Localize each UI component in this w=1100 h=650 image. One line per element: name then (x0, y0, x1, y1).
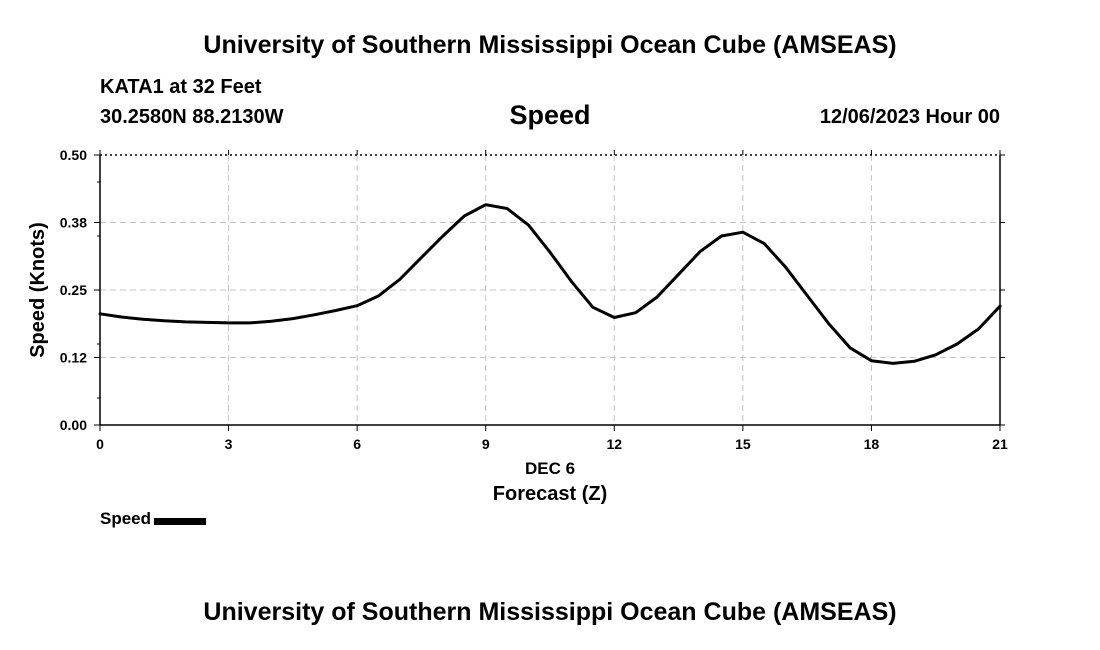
legend: Speed (100, 509, 207, 529)
x-axis-date-label: DEC 6 (525, 459, 575, 478)
x-tick-label: 21 (992, 436, 1008, 452)
x-tick-label: 6 (353, 436, 361, 452)
series-line-speed (98, 203, 1002, 365)
x-tick-label: 9 (482, 436, 490, 452)
chart-title: Speed (509, 100, 591, 130)
x-tick-label: 3 (225, 436, 233, 452)
x-axis-label: Forecast (Z) (493, 483, 607, 505)
x-tick-label: 18 (864, 436, 880, 452)
y-tick-label: 0.00 (60, 417, 87, 433)
series (98, 203, 1002, 365)
station-label: KATA1 at 32 Feet (100, 76, 262, 98)
x-tick-label: 0 (96, 436, 104, 452)
y-tick-label: 0.38 (60, 215, 87, 231)
footer-title: University of Southern Mississippi Ocean… (203, 598, 897, 626)
x-tick-label: 12 (606, 436, 622, 452)
x-tick-label: 15 (735, 436, 751, 452)
y-tick-label: 0.50 (60, 147, 87, 163)
forecast-datetime: 12/06/2023 Hour 00 (819, 106, 1000, 128)
y-axis-label: Speed (Knots) (27, 222, 49, 358)
legend-label: Speed (100, 509, 152, 528)
y-tick-label: 0.12 (60, 350, 87, 366)
legend-swatch (154, 517, 207, 525)
axes: 0 3 6 9 12 15 18 21 0.00 0.12 0.25 0.38 0.50 (60, 147, 1008, 452)
y-tick-label: 0.25 (60, 282, 87, 298)
station-coordinates: 30.2580N 88.2130W (100, 106, 284, 128)
page-title: University of Southern Mississippi Ocean… (203, 31, 897, 59)
grid (100, 155, 1000, 425)
